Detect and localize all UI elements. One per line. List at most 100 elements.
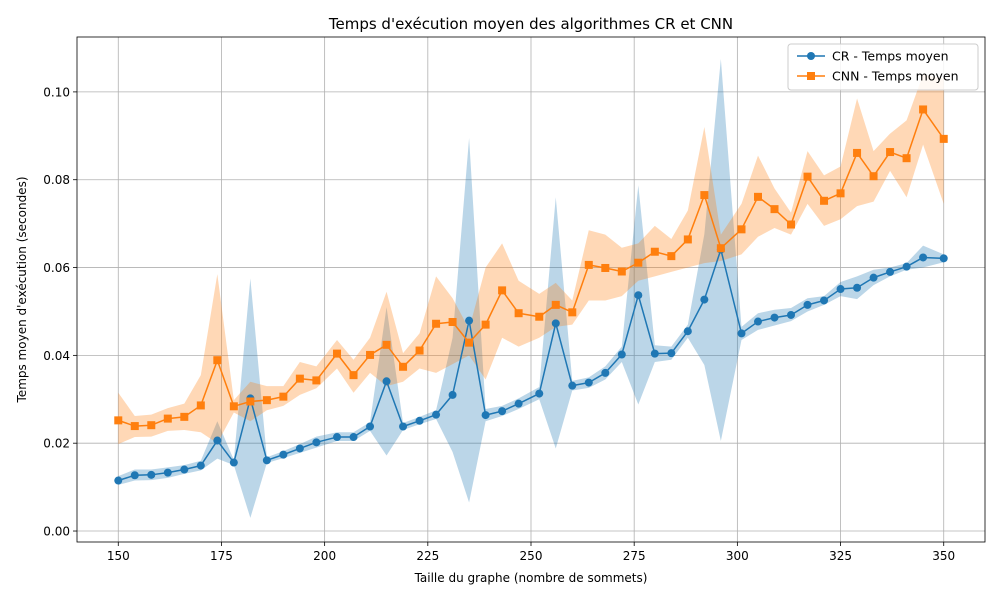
point-cnn [787,221,795,229]
point-cnn [601,264,609,272]
point-cr [399,423,407,431]
point-cr [465,317,473,325]
point-cnn [131,422,139,430]
x-axis-ticks: 150 175 200 225 250 275 300 325 350 [107,542,955,563]
point-cnn [552,301,560,309]
point-cr [886,268,894,276]
point-cnn [903,154,911,162]
x-tick-label: 325 [829,549,852,563]
point-cnn [383,341,391,349]
point-cnn [667,252,675,260]
legend-label-cr: CR - Temps moyen [832,49,949,64]
point-cnn [585,261,593,269]
y-tick-label: 0.08 [43,173,70,187]
point-cnn [717,244,725,252]
point-cnn [147,421,155,429]
point-cr [568,382,576,390]
point-cr [667,349,675,357]
point-cr [263,456,271,464]
point-cnn [432,320,440,328]
point-cnn [498,286,506,294]
point-cnn [853,149,861,157]
chart-title: Temps d'exécution moyen des algorithmes … [328,15,733,33]
point-cnn [246,397,254,405]
point-cr [771,314,779,322]
point-cr [820,296,828,304]
point-cnn [870,172,878,180]
point-cr [919,253,927,261]
point-cr [350,433,358,441]
point-cr [230,459,238,467]
point-cr [535,390,543,398]
point-cnn [737,225,745,233]
point-cr [634,291,642,299]
point-cnn [312,376,320,384]
point-cr [737,329,745,337]
point-cr [684,327,692,335]
point-cnn [700,191,708,199]
point-cr [416,417,424,425]
point-cr [383,377,391,385]
point-cr [482,411,490,419]
point-cr [279,451,287,459]
point-cnn [515,309,523,317]
point-cr [515,400,523,408]
point-cr [700,296,708,304]
point-cr [333,433,341,441]
point-cnn [651,248,659,256]
point-cnn [919,105,927,113]
point-cr [180,466,188,474]
point-cnn [535,313,543,321]
y-tick-label: 0.04 [43,349,70,363]
point-cnn [350,371,358,379]
point-cnn [771,205,779,213]
x-tick-label: 200 [313,549,336,563]
y-tick-label: 0.06 [43,261,70,275]
point-cr [498,407,506,415]
point-cnn [618,267,626,275]
point-cnn [634,259,642,267]
point-cnn [164,415,172,423]
point-cr [787,311,795,319]
point-cnn [837,189,845,197]
y-tick-label: 0.10 [43,85,70,99]
point-cr [601,369,609,377]
point-cnn [213,356,221,364]
y-axis-ticks: 0.00 0.02 0.04 0.06 0.08 0.10 [43,85,77,538]
point-cnn [754,193,762,201]
point-cr [147,471,155,479]
y-axis-label: Temps moyen d'exécution (secondes) [15,177,29,404]
point-cnn [684,235,692,243]
x-tick-label: 275 [623,549,646,563]
point-cr [432,411,440,419]
point-cr [853,284,861,292]
point-cr [164,469,172,477]
x-tick-label: 250 [520,549,543,563]
point-cnn [399,363,407,371]
point-cnn [333,350,341,358]
legend-marker-cr [807,52,815,60]
point-cr [449,391,457,399]
y-tick-label: 0.02 [43,437,70,451]
point-cr [131,471,139,479]
legend-label-cnn: CNN - Temps moyen [832,69,959,84]
point-cr [651,350,659,358]
point-cr [197,462,205,470]
x-tick-label: 350 [932,549,955,563]
point-cnn [366,351,374,359]
point-cnn [263,396,271,404]
point-cnn [465,339,473,347]
point-cnn [820,197,828,205]
point-cnn [296,375,304,383]
y-tick-label: 0.00 [43,525,70,539]
x-tick-label: 175 [210,549,233,563]
point-cnn [568,308,576,316]
point-cnn [230,402,238,410]
x-tick-label: 225 [416,549,439,563]
point-cnn [114,416,122,424]
point-cr [903,263,911,271]
point-cnn [197,401,205,409]
point-cr [296,444,304,452]
point-cnn [940,135,948,143]
